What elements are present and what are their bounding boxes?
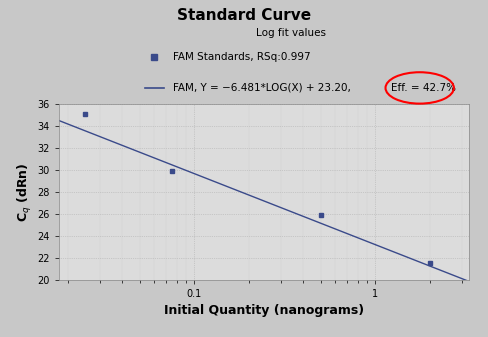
Text: Log fit values: Log fit values <box>255 29 325 38</box>
Text: Eff. = 42.7%: Eff. = 42.7% <box>390 83 455 93</box>
Text: FAM, Y = −6.481*LOG(X) + 23.20,: FAM, Y = −6.481*LOG(X) + 23.20, <box>173 83 354 93</box>
Text: Standard Curve: Standard Curve <box>177 8 311 24</box>
Text: FAM Standards, RSq:0.997: FAM Standards, RSq:0.997 <box>173 52 310 62</box>
X-axis label: Initial Quantity (nanograms): Initial Quantity (nanograms) <box>163 304 364 317</box>
Y-axis label: C$_q$ (dRn): C$_q$ (dRn) <box>16 162 34 222</box>
